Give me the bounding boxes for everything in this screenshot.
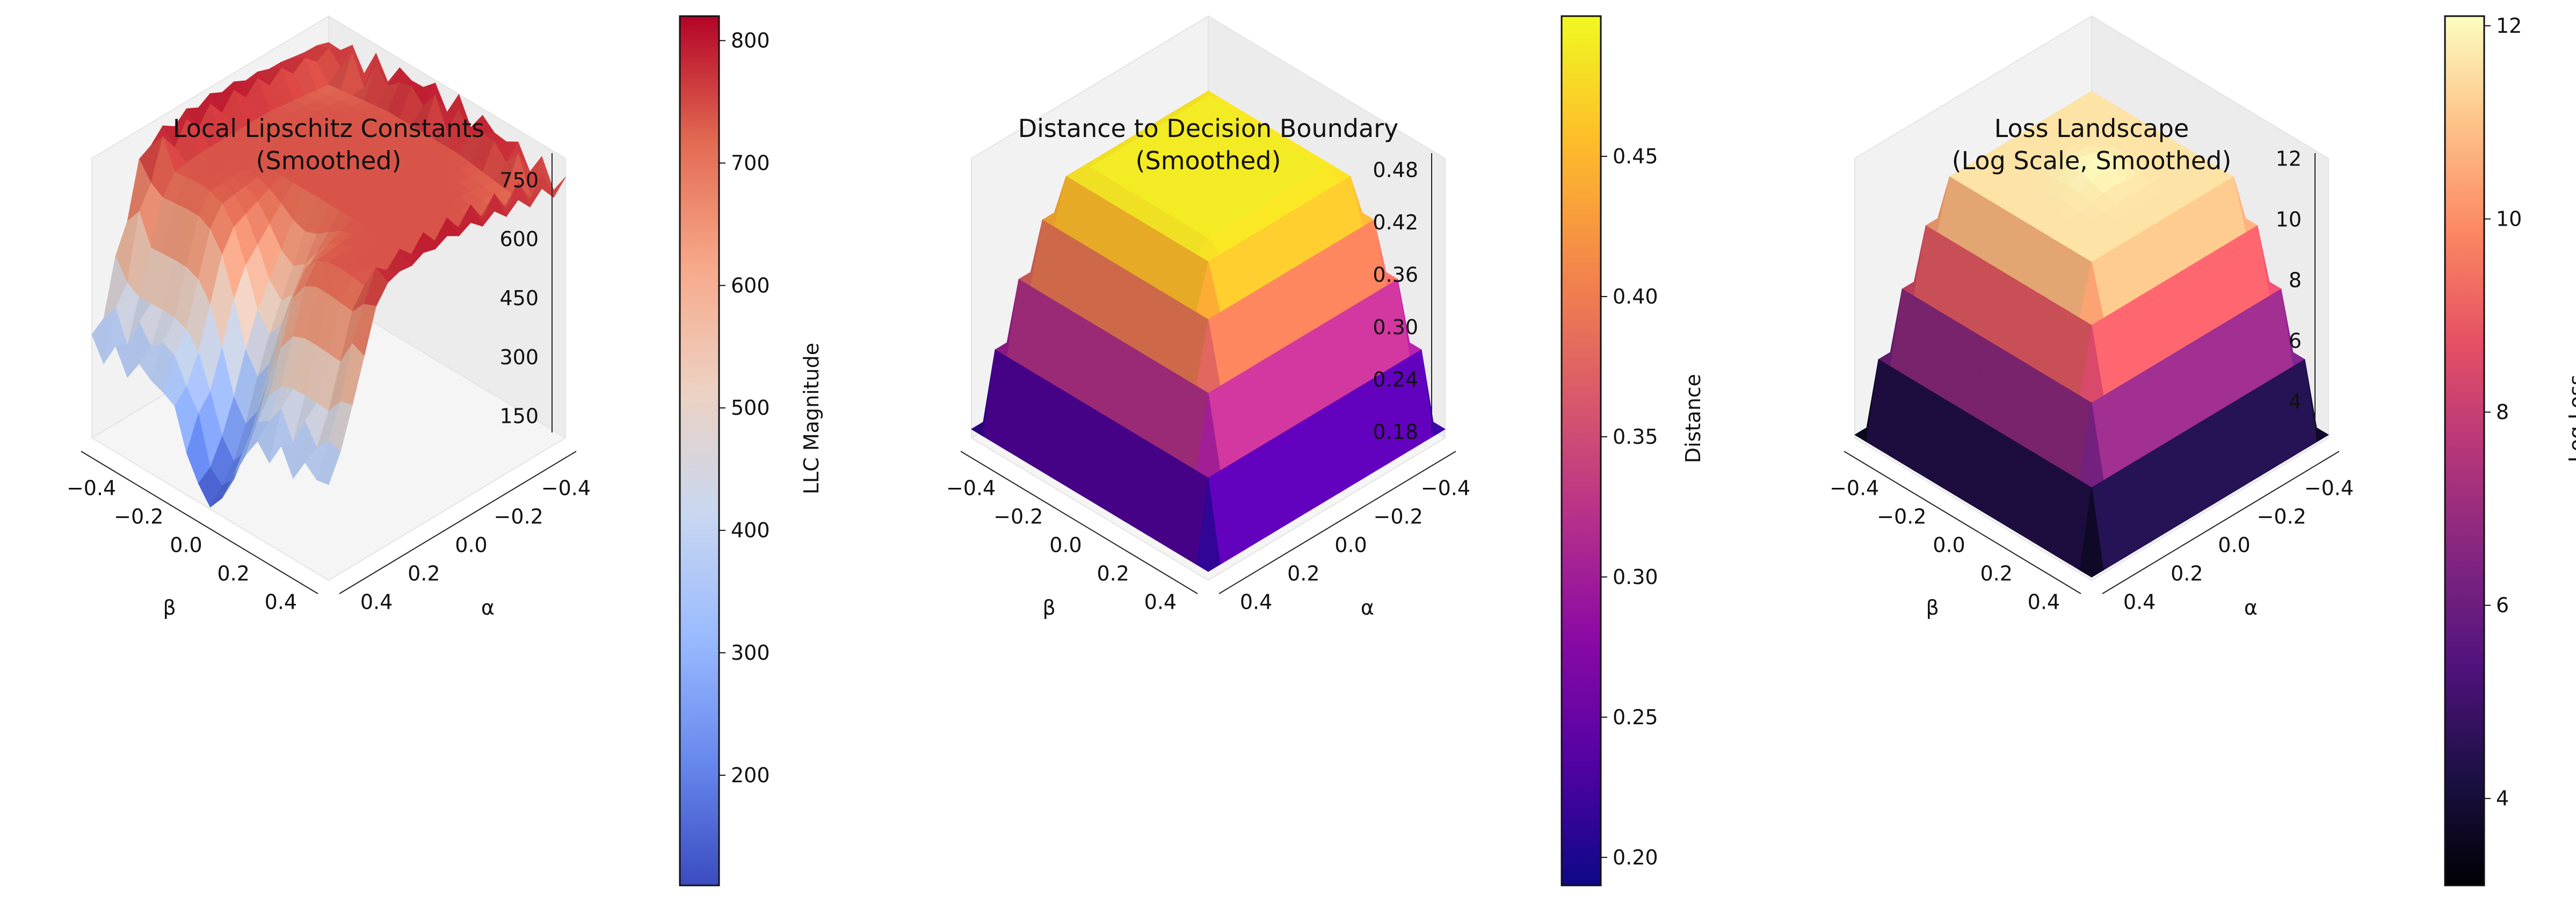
beta-axis-label: β [1926, 596, 1939, 619]
beta-axis-line [1844, 451, 2081, 594]
colorbar [1561, 15, 1602, 886]
beta-tick-label: 0.0 [170, 534, 202, 557]
chart-panel-3: 4 6 8 10 12 −0.4 −0.4 −0.2 −0.2 0.0 0.0 0.2 0.2 0.4 0.… [1830, 14, 2576, 886]
z-tick-label: 6 [2289, 329, 2302, 352]
beta-tick-label: −0.4 [946, 477, 996, 500]
colorbar-tick-label: 400 [731, 518, 770, 542]
z-tick-label: 300 [499, 345, 539, 369]
alpha-tick-label: 0.4 [360, 590, 393, 614]
surface [1854, 90, 2329, 578]
beta-tick-label: 0.0 [1049, 534, 1082, 557]
z-tick-label: 450 [499, 286, 539, 310]
alpha-tick-label: −0.4 [541, 477, 591, 500]
colorbar-tick-label: 500 [731, 396, 770, 420]
chart-subtitle: (Log Scale, Smoothed) [1952, 146, 2232, 175]
alpha-axis-label: α [1361, 596, 1374, 619]
colorbar-tick-label: 200 [731, 763, 770, 787]
colorbar-tick-label: 8 [2496, 400, 2509, 424]
colorbar [2444, 15, 2485, 886]
beta-tick-label: 0.4 [2028, 590, 2060, 614]
beta-tick-label: −0.2 [993, 505, 1043, 529]
chart-panel-2: 0.18 0.24 0.30 0.36 0.42 0.48 −0.4 −0.4 −0.2 −0.2… [946, 15, 1705, 886]
colorbar-label: LLC Magnitude [800, 343, 823, 494]
colorbar-tick-label: 4 [2496, 787, 2509, 810]
colorbar-tick-label: 6 [2496, 594, 2509, 617]
surface-facet [316, 441, 341, 485]
colorbar-tick-label: 300 [731, 641, 770, 665]
colorbar-tick-label: 0.25 [1613, 705, 1658, 729]
alpha-tick-label: 0.2 [2171, 562, 2203, 586]
z-tick-label: 4 [2289, 390, 2302, 413]
beta-tick-label: 0.4 [265, 590, 297, 614]
colorbar-tick-label: 0.40 [1613, 285, 1658, 308]
chart-panel-1: 150 300 450 600 750 −0.4 −0.4 −0.2 −0.2 0.0 0.0 0.2… [67, 15, 823, 886]
beta-tick-label: 0.2 [1980, 562, 2012, 586]
beta-axis-label: β [1042, 596, 1055, 619]
beta-tick-label: 0.0 [1933, 534, 1965, 557]
z-tick-label: 0.24 [1373, 368, 1418, 392]
beta-tick-label: −0.4 [1830, 477, 1879, 500]
alpha-axis-label: α [481, 596, 495, 619]
alpha-tick-label: 0.4 [2123, 590, 2156, 614]
colorbar-tick-label: 10 [2496, 207, 2522, 231]
colorbar-label: Distance [1681, 374, 1705, 463]
beta-axis-line [960, 451, 1198, 594]
chart-title: Distance to Decision Boundary [1018, 114, 1399, 143]
alpha-tick-label: 0.0 [1334, 534, 1367, 557]
alpha-axis-label: α [2244, 596, 2258, 619]
z-tick-label: 0.42 [1373, 211, 1418, 234]
z-tick-label: 600 [499, 227, 539, 251]
colorbar-tick-label: 0.45 [1613, 145, 1658, 168]
beta-axis-line [81, 451, 318, 594]
beta-tick-label: −0.4 [67, 477, 116, 500]
z-tick-label: 10 [2276, 207, 2302, 231]
surface-facet [1196, 478, 1221, 572]
z-tick-label: 150 [499, 405, 539, 428]
z-tick-label: 0.48 [1373, 158, 1418, 182]
alpha-axis-line [2102, 451, 2340, 594]
colorbar-label: Log Loss [2565, 374, 2576, 462]
alpha-tick-label: −0.2 [494, 505, 543, 529]
alpha-tick-label: −0.4 [1421, 477, 1470, 500]
alpha-tick-label: 0.2 [408, 562, 440, 586]
z-tick-label: 8 [2289, 268, 2302, 292]
z-tick-label: 0.36 [1373, 263, 1418, 287]
beta-tick-label: 0.2 [217, 562, 249, 586]
colorbar-tick-label: 0.35 [1613, 425, 1658, 449]
colorbar-tick-label: 0.20 [1613, 846, 1658, 869]
alpha-tick-label: 0.4 [1240, 590, 1272, 614]
surface [91, 42, 566, 508]
alpha-tick-label: −0.4 [2304, 477, 2354, 500]
alpha-axis-line [339, 451, 577, 594]
z-tick-label: 12 [2276, 147, 2302, 170]
colorbar-tick-label: 0.30 [1613, 565, 1658, 589]
alpha-tick-label: 0.0 [455, 534, 487, 557]
surface [971, 90, 1446, 572]
surface-facet [2079, 487, 2104, 578]
beta-tick-label: 0.4 [1144, 590, 1177, 614]
chart-subtitle: (Smoothed) [1136, 146, 1281, 175]
colorbar-tick-label: 12 [2496, 14, 2522, 38]
alpha-tick-label: −0.2 [2257, 505, 2306, 529]
alpha-tick-label: 0.0 [2218, 534, 2250, 557]
colorbar-tick-label: 800 [731, 29, 770, 53]
z-tick-label: 750 [499, 168, 539, 192]
colorbar [679, 15, 720, 886]
colorbar-tick-label: 600 [731, 273, 770, 297]
chart-subtitle: (Smoothed) [256, 146, 402, 175]
z-tick-label: 0.18 [1373, 420, 1418, 444]
z-tick-label: 0.30 [1373, 315, 1418, 339]
beta-tick-label: 0.2 [1097, 562, 1129, 586]
alpha-axis-line [1218, 451, 1456, 594]
alpha-tick-label: 0.2 [1287, 562, 1319, 586]
colorbar-tick-label: 700 [731, 151, 770, 175]
chart-title: Local Lipschitz Constants [173, 114, 484, 143]
beta-axis-label: β [163, 596, 176, 619]
beta-tick-label: −0.2 [114, 505, 163, 529]
beta-tick-label: −0.2 [1877, 505, 1926, 529]
alpha-tick-label: −0.2 [1374, 505, 1423, 529]
chart-title: Loss Landscape [1994, 114, 2189, 143]
